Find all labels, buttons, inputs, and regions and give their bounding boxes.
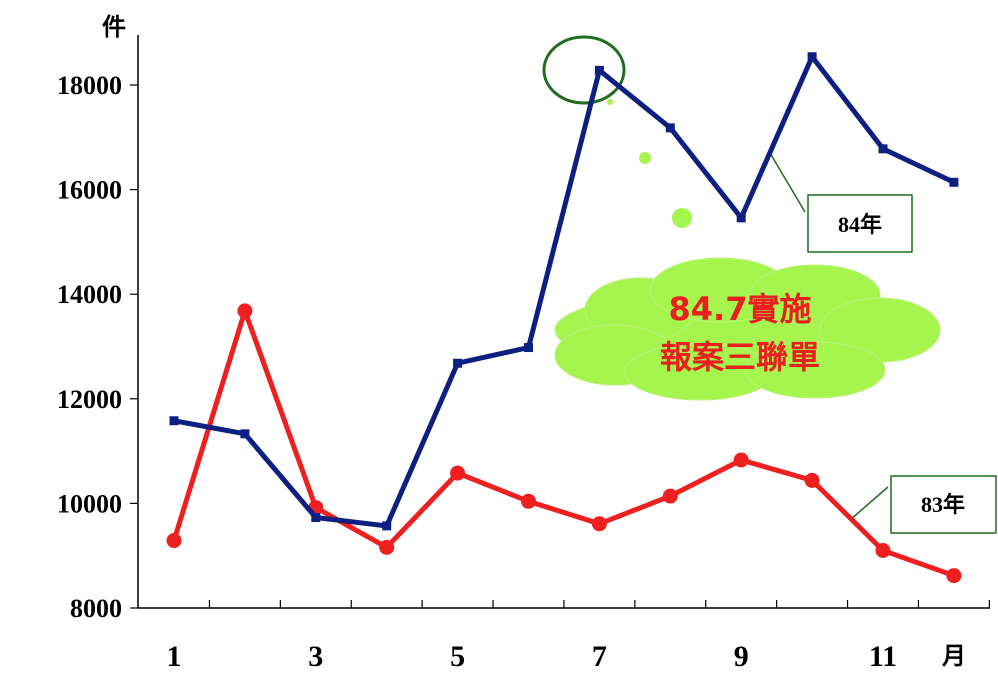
series-line-83 [171,308,955,578]
y-tick-label: 16000 [57,176,122,205]
data-point-83 [521,493,536,509]
data-point-83 [662,488,678,504]
x-tick-label: 3 [308,640,323,673]
annotation-line-1: 84.7實施 [669,290,812,328]
series-line-84 [173,54,955,529]
data-point-84 [453,358,463,368]
data-point-83 [379,539,395,555]
data-point-84 [169,416,179,426]
data-point-83 [166,533,182,549]
series-layer [166,52,962,584]
data-point-83 [804,472,820,488]
y-tick-label: 10000 [57,489,122,518]
data-point-83 [946,568,962,584]
y-tick-label: 14000 [57,280,122,309]
legend-84-label: 84年 [838,212,882,237]
legend-leader-83 [849,486,889,521]
x-tick-label: 11 [869,640,897,673]
data-point-84 [594,65,604,75]
highlight-ring [542,35,626,105]
callout-dot-small [607,99,613,105]
y-unit-label: 件 [102,13,126,41]
data-point-84 [736,213,746,223]
data-point-83 [237,303,253,319]
x-tick-label: 7 [592,640,607,673]
legend-83-label: 83年 [921,492,965,517]
data-point-84 [382,521,392,531]
y-tick-label: 12000 [57,385,122,414]
callout-dot-large [672,208,692,228]
data-point-84 [807,52,817,62]
legend-83: 83年 [890,475,997,534]
axis-ticks: 1 3 5 7 9 11 8000 10000 12000 14000 16000 18000 [57,71,990,673]
x-tick-label: 5 [450,640,465,673]
x-unit-label: 月 [941,642,966,670]
data-point-84 [524,343,533,353]
data-point-83 [591,516,607,532]
data-point-84 [878,144,888,154]
legend-leader-84 [769,152,806,213]
legend-84: 84年 [807,194,913,253]
data-point-83 [875,542,891,558]
data-point-83 [733,452,749,468]
data-point-84 [949,177,959,187]
callout-dot-medium [639,152,651,164]
x-tick-label: 1 [167,640,182,673]
data-point-84 [311,513,321,523]
y-tick-label: 8000 [70,594,122,623]
x-tick-label: 9 [734,640,749,673]
data-point-84 [240,429,250,439]
annotation-line-2: 報案三聯單 [660,338,820,376]
data-point-84 [665,123,675,133]
y-tick-label: 18000 [57,71,122,100]
annotation-cloud: 84.7實施 報案三聯單 [554,257,941,401]
data-point-83 [450,465,466,481]
